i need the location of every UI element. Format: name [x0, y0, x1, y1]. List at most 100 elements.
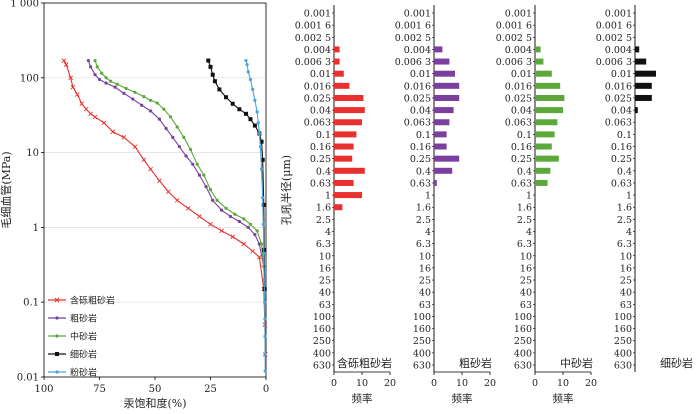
radius-tick-label: 160	[313, 324, 331, 335]
histogram-bar	[434, 94, 460, 101]
series-line	[63, 60, 266, 355]
series-line	[245, 60, 266, 372]
y-tick-label: 1 000	[10, 0, 39, 10]
x-tick-label: 50	[149, 384, 162, 395]
radius-tick-label: 4	[626, 227, 632, 238]
series-0	[61, 58, 268, 357]
data-point	[250, 248, 255, 254]
histogram-bar	[535, 167, 551, 174]
radius-tick-label: 100	[313, 312, 331, 323]
data-point	[255, 110, 259, 114]
histogram-bar	[535, 70, 552, 77]
data-point	[97, 77, 102, 82]
data-point	[101, 120, 107, 126]
y-tick-label: 0.01	[17, 373, 39, 384]
radius-tick-label: 2.5	[316, 215, 331, 226]
radius-tick-label: 0.002 5	[596, 33, 632, 44]
data-point	[110, 129, 116, 135]
radius-tick-label: 0.25	[611, 154, 632, 165]
radius-tick-label: 0.63	[410, 178, 431, 189]
histogram-bar	[334, 143, 354, 150]
data-point	[257, 131, 261, 136]
histogram-bar	[434, 46, 443, 53]
radius-tick-label: 0.004	[605, 45, 632, 56]
data-point	[140, 103, 144, 107]
radius-tick-label: 0.025	[605, 93, 632, 104]
chart-series-lines	[61, 58, 268, 373]
data-point	[208, 64, 213, 69]
radius-tick-label: 400	[413, 348, 431, 359]
radius-tick-label: 40	[620, 288, 632, 299]
series-2	[93, 58, 266, 269]
data-point	[79, 101, 85, 107]
histogram-bar	[334, 82, 350, 89]
data-point	[224, 206, 228, 210]
data-point	[121, 135, 127, 140]
radius-tick-label: 0.01	[310, 69, 331, 80]
radius-tick-label: 1.6	[617, 203, 632, 214]
data-point	[244, 58, 248, 63]
data-point	[89, 65, 93, 69]
data-point	[242, 217, 246, 221]
radius-tick-label: 1.6	[416, 203, 431, 214]
panel-rock-name: 细砂岩	[660, 356, 693, 370]
histogram-bar	[434, 82, 460, 89]
data-point	[259, 139, 264, 144]
data-point	[244, 111, 249, 116]
radius-tick-label: 630	[413, 361, 431, 372]
data-point	[157, 178, 162, 184]
frequency-tick-label: 0	[532, 378, 538, 389]
radius-tick-label: 25	[520, 276, 532, 287]
data-point	[252, 123, 257, 128]
radius-tick-label: 160	[413, 324, 431, 335]
radius-tick-label: 0.001 6	[496, 21, 532, 32]
data-point	[220, 208, 224, 212]
radius-tick-label: 0.001 6	[395, 21, 431, 32]
radius-tick-label: 0.016	[605, 81, 632, 92]
histogram-bar	[334, 155, 353, 162]
radius-tick-label: 0.025	[304, 93, 331, 104]
data-point	[206, 58, 211, 63]
radius-tick-label: 6.3	[617, 239, 632, 250]
radius-tick-label: 6.3	[316, 239, 331, 250]
data-point	[93, 58, 97, 63]
frequency-tick-label: 10	[356, 378, 368, 389]
radius-tick-label: 0.04	[310, 106, 331, 117]
radius-tick-label: 0.002 5	[295, 33, 331, 44]
radius-tick-label: 6.3	[416, 239, 431, 250]
series-4	[244, 58, 267, 373]
data-point	[211, 198, 215, 202]
data-point	[122, 91, 126, 95]
data-point	[262, 278, 266, 282]
radius-tick-label: 0.001	[505, 9, 532, 20]
data-point	[195, 162, 199, 166]
radius-tick-label: 0.016	[404, 81, 431, 92]
data-point	[95, 65, 99, 69]
data-point	[168, 115, 173, 119]
histogram-bar	[334, 119, 362, 126]
data-point	[104, 81, 108, 85]
radius-tick-label: 0.63	[511, 178, 532, 189]
radius-tick-label: 2.5	[617, 215, 632, 226]
radius-tick-label: 400	[614, 348, 632, 359]
legend-label: 粗砂岩	[70, 313, 97, 325]
data-point	[215, 198, 219, 202]
histogram-bar	[434, 70, 455, 77]
data-point	[155, 101, 159, 105]
histogram-bar	[535, 107, 563, 114]
data-point	[55, 352, 59, 356]
data-point	[109, 79, 113, 83]
data-point	[259, 167, 264, 171]
radius-tick-label: 0.002 5	[395, 33, 431, 44]
frequency-tick-label: 20	[484, 378, 496, 389]
radius-tick-label: 0.1	[416, 130, 431, 141]
data-point	[261, 202, 266, 207]
data-point	[248, 222, 253, 226]
data-point	[257, 254, 262, 260]
radius-tick-label: 0.4	[617, 166, 632, 177]
x-axis-label: 汞饱和度(%)	[123, 396, 186, 410]
radius-tick-label: 0.04	[611, 106, 632, 117]
radius-tick-label: 160	[614, 324, 632, 335]
